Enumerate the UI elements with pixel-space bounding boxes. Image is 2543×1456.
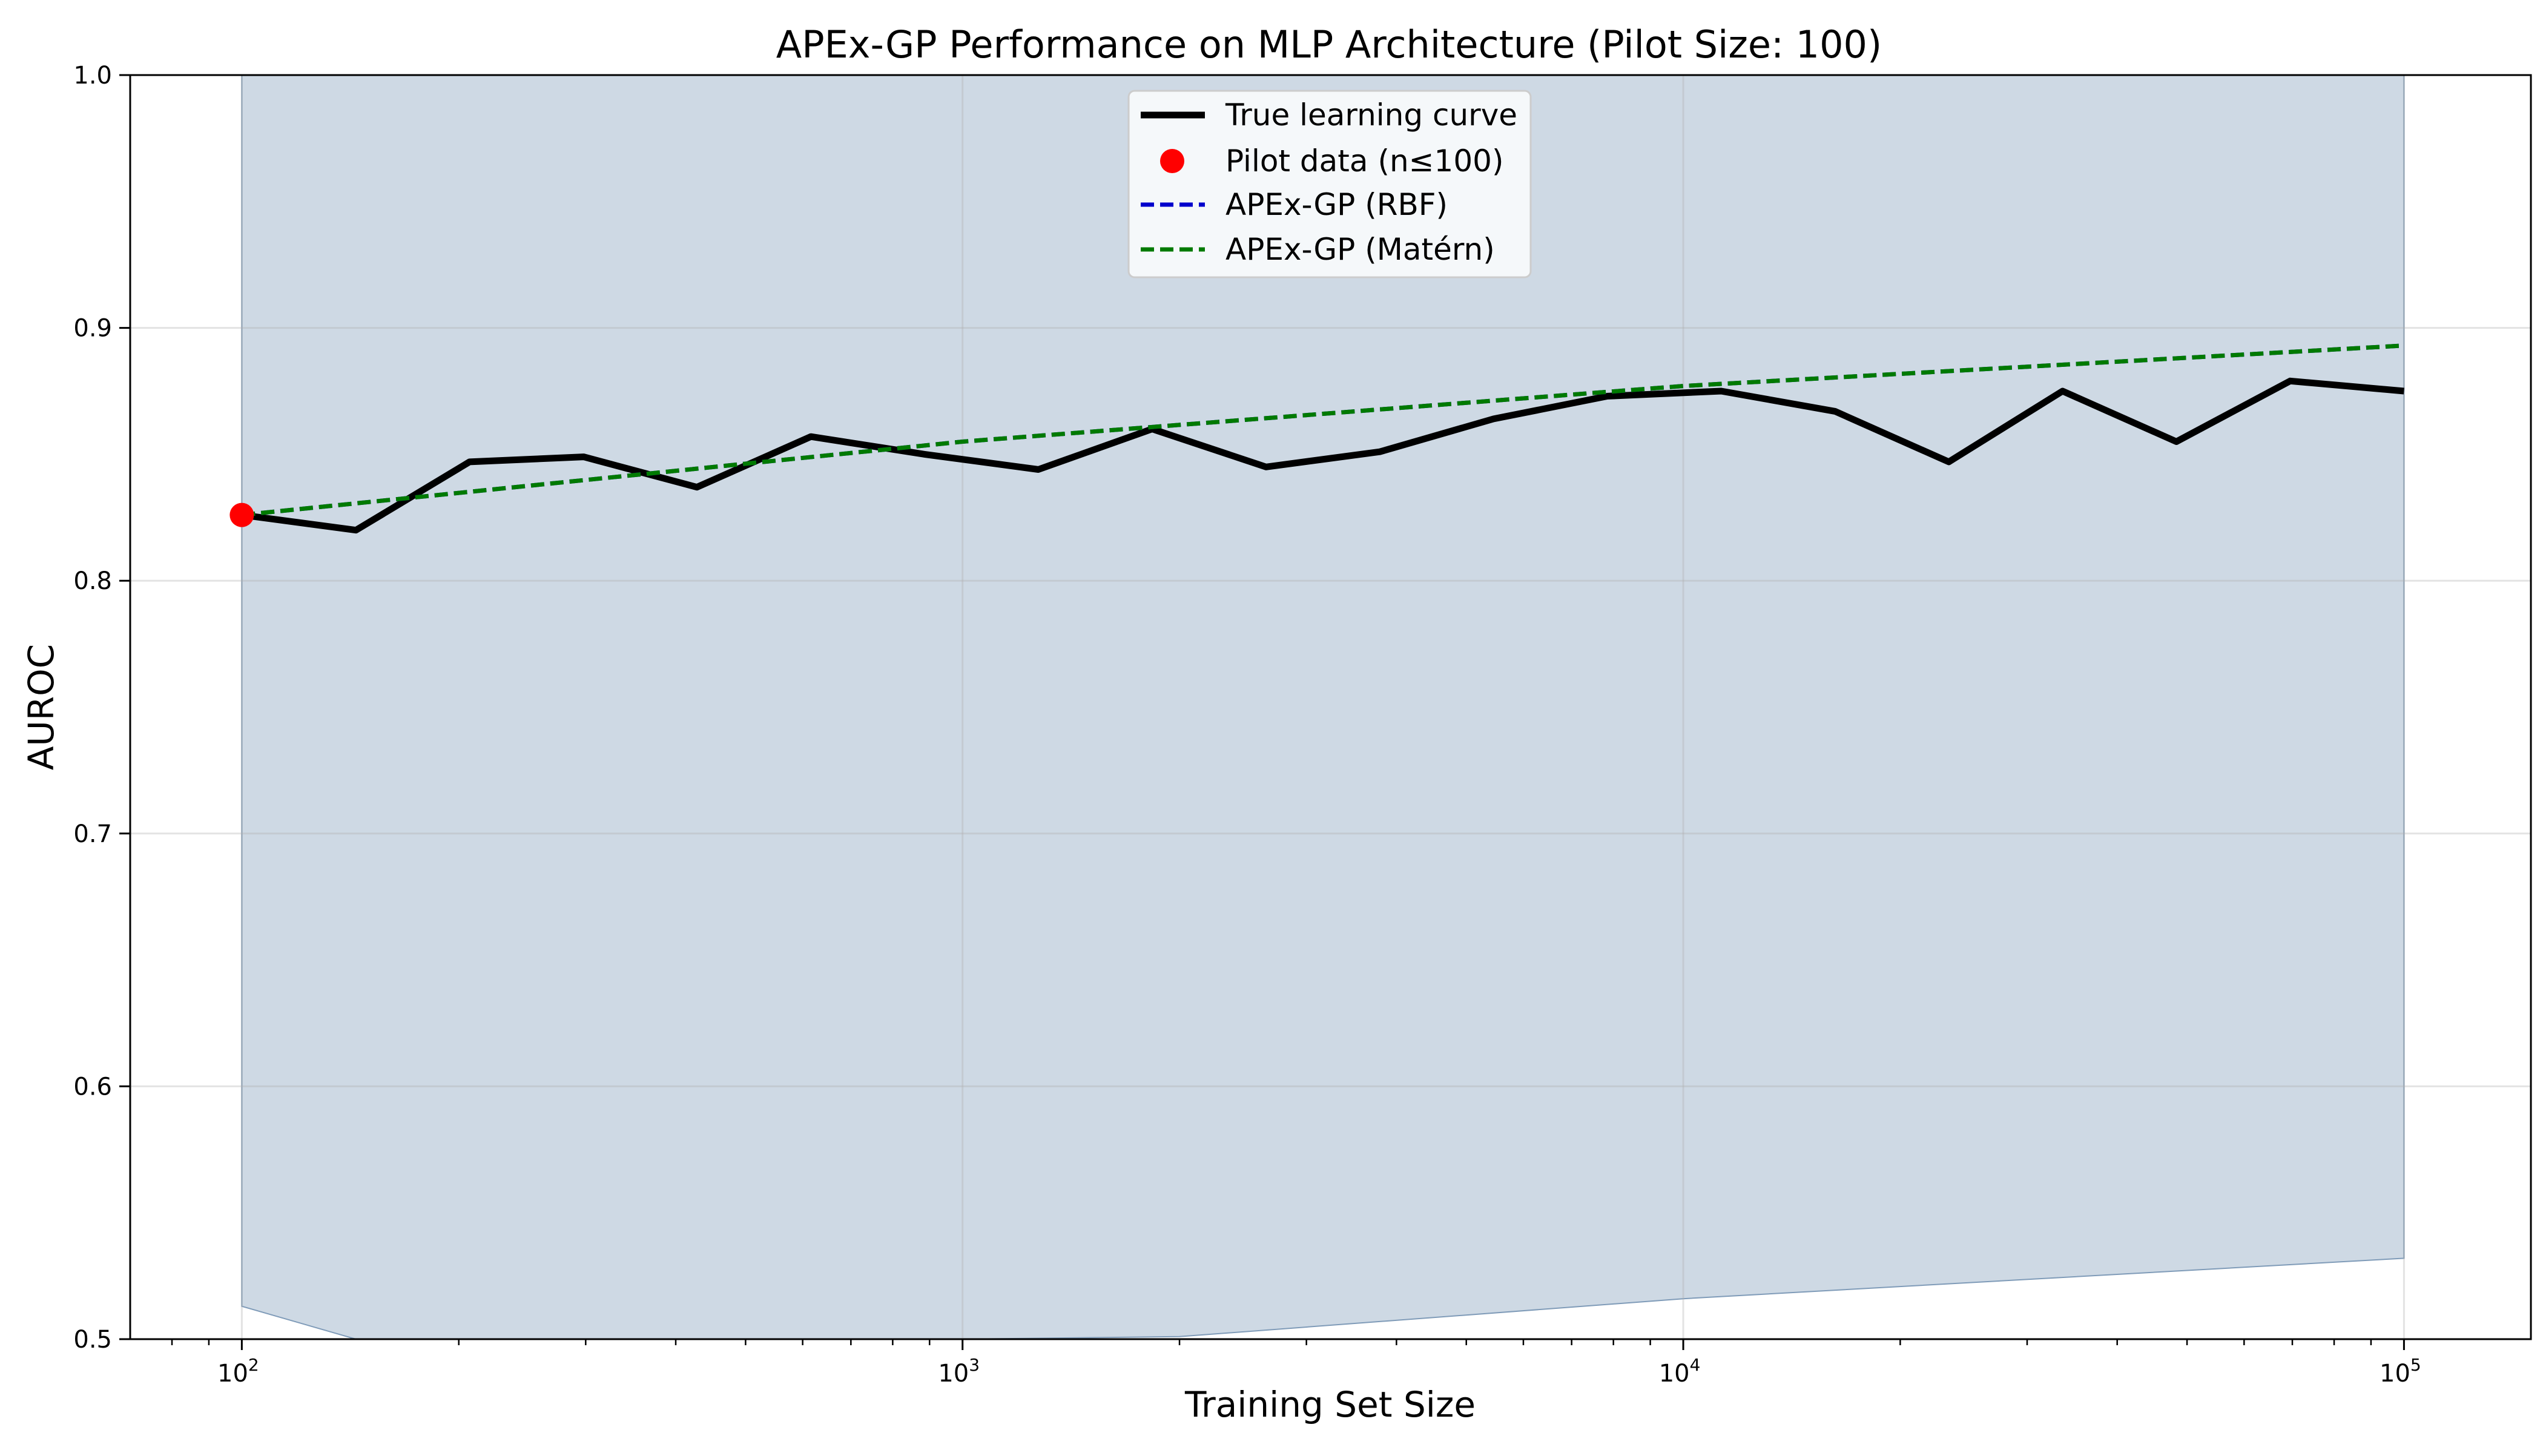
x-tick-label: 102: [217, 1355, 259, 1388]
legend-label-rbf: APEx-GP (RBF): [1225, 187, 1448, 222]
confidence-band: [241, 75, 2405, 1339]
series-line-true-learning-curve: [241, 377, 2404, 534]
pilot-data-point: [229, 502, 254, 527]
y-tick-label: 0.6: [73, 1073, 112, 1101]
legend-label-matern: APEx-GP (Matérn): [1225, 232, 1495, 267]
points-layer: [229, 502, 254, 527]
legend: True learning curve Pilot data (n≤100) A…: [1127, 90, 1532, 278]
confidence-band-layer: [241, 75, 2405, 1339]
legend-box: [1127, 90, 1532, 278]
chart-title: APEx-GP Performance on MLP Architecture …: [776, 22, 1882, 67]
legend-swatch-pilot-data: [1160, 149, 1184, 173]
y-tick-label: 0.9: [73, 315, 112, 343]
y-tick-label: 0.5: [73, 1326, 112, 1354]
y-axis-label: AUROC: [21, 644, 62, 771]
y-axis-ticks: 0.5 0.6 0.7 0.8 0.9 1.0: [73, 62, 130, 1354]
y-tick-label: 0.7: [73, 820, 112, 848]
series-layer: [241, 343, 2404, 534]
series-line-apex-gp-mat-rn: [242, 343, 2404, 518]
y-tick-label: 1.0: [73, 62, 112, 90]
y-tick-label: 0.8: [73, 567, 112, 595]
x-axis-label: Training Set Size: [1184, 1384, 1476, 1425]
plot-frame: [129, 74, 2532, 1340]
legend-label-true-curve: True learning curve: [1225, 97, 1517, 133]
legend-label-pilot-data: Pilot data (n≤100): [1225, 143, 1503, 179]
